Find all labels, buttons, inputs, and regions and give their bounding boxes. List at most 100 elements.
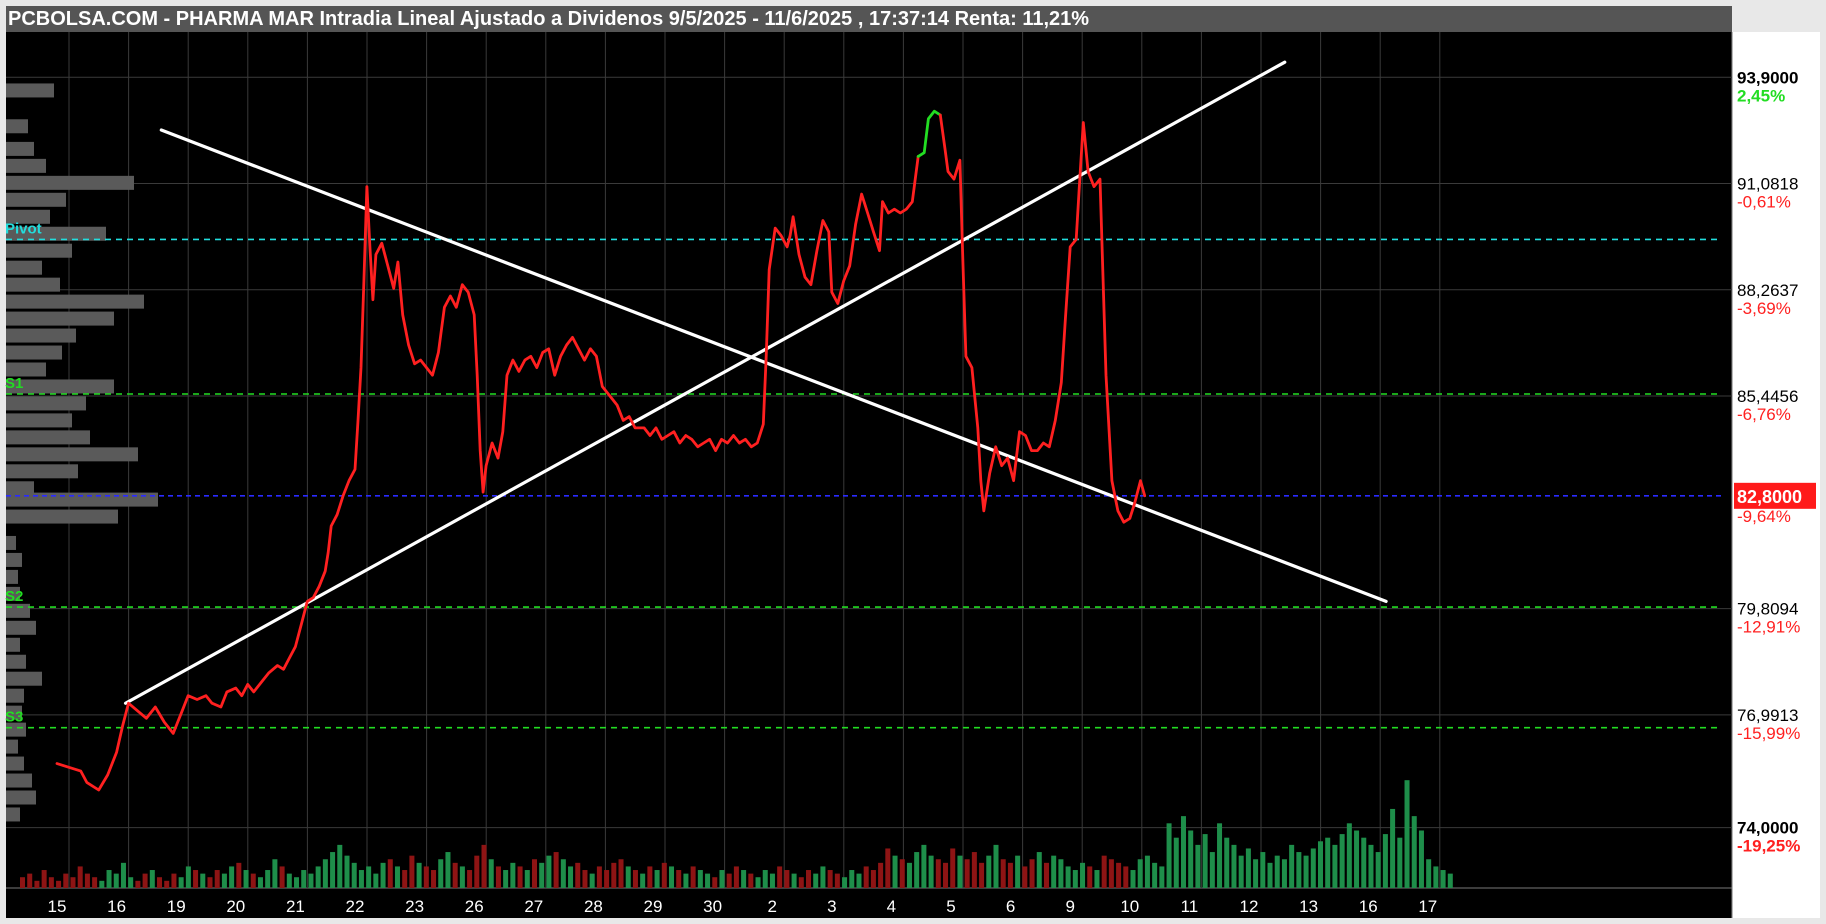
volume-bar [1368,844,1374,888]
volume-bar [1144,855,1150,888]
volume-bar [41,870,47,888]
volume-bar [935,859,941,888]
volume-profile-bar [6,243,72,258]
volume-bar [1317,841,1324,888]
volume-bar [63,873,69,888]
volume-bar [546,855,552,888]
volume-bar [1231,844,1237,888]
level-label-s3: S3 [5,709,23,726]
volume-bar [351,862,357,888]
volume-bar [1015,855,1021,888]
volume-bar [301,870,307,888]
volume-bar [1346,823,1352,888]
volume-profile-bar [6,464,78,479]
volume-bar [971,852,977,888]
x-axis: 15 16 19 20 21 22 23 26 27 28 29 30 2 3 4 5 6 9 10 11 12 13 16… [48,897,1438,916]
volume-profile-bar [6,192,66,207]
volume-bar [207,877,213,888]
y-axis-panel [1733,32,1820,918]
volume-profile-bar [6,492,158,507]
volume-bar [719,870,725,888]
volume-bar [921,844,927,888]
volume-bar [1029,859,1035,888]
volume-bar [1051,855,1057,888]
volume-bar [1267,862,1273,888]
volume-bar [34,880,40,888]
volume-bar [1188,830,1194,888]
y-tick-label: 76,9913 [1737,706,1798,725]
volume-profile-bar [6,362,46,377]
x-tick-label: 30 [703,897,722,916]
volume-bar [1116,862,1122,888]
volume-bar [1058,859,1064,888]
y-tick-pct: -19,25% [1737,837,1800,856]
level-label-pivot: Pivot [5,220,42,237]
volume-bar [1065,866,1071,888]
volume-bar [885,848,891,888]
volume-bar [1180,816,1186,888]
x-tick-label: 3 [827,897,836,916]
volume-bar [806,870,812,888]
volume-bar [784,870,790,888]
y-tick-pct: -3,69% [1737,299,1791,318]
volume-bar [337,844,343,888]
volume-bar [640,873,646,888]
volume-bar [1152,862,1158,888]
volume-profile-bar [6,705,22,720]
volume-bar [1202,834,1208,888]
volume-bar [77,866,83,888]
volume-bar [1260,852,1266,888]
volume-bar [423,866,429,888]
x-tick-label: 10 [1120,897,1139,916]
volume-bar [48,877,54,888]
volume-bar [517,866,523,888]
volume-bar [1433,866,1439,888]
volume-bar [322,859,328,888]
volume-profile-bar [6,277,60,292]
y-tick-label: 88,2637 [1737,281,1798,300]
price-segment [916,109,942,158]
x-axis-strip [6,888,1732,918]
volume-bar [1440,870,1446,888]
volume-bar [120,862,126,888]
volume-bar [596,866,602,888]
volume-bar [899,859,905,888]
x-tick-label: 12 [1240,897,1259,916]
volume-bar [373,873,379,888]
volume-bar [618,859,624,888]
volume-bar [452,862,458,888]
volume-profile-bar [6,569,18,584]
volume-bar [560,859,566,888]
y-tick-label: 79,8094 [1737,600,1798,619]
volume-bar [272,859,278,888]
volume-bar [243,870,249,888]
volume-bar [950,848,956,888]
volume-bar [979,862,985,888]
price-segment [55,154,920,792]
x-tick-label: 11 [1181,897,1199,916]
volume-bar [394,866,400,888]
volume-bar [1217,823,1223,888]
volume-profile-bar [6,637,20,652]
volume-bar [250,873,256,888]
volume-bar [1072,870,1078,888]
volume-bar [1108,859,1114,888]
volume-bar [409,855,415,888]
volume-bar [200,873,206,888]
volume-bar [625,866,631,888]
volume-bar [495,866,501,888]
volume-bar [1043,862,1049,888]
current-price-badge [1734,482,1816,509]
volume-profile-bar [6,209,50,224]
volume-bar [1339,834,1345,888]
volume-bar [467,870,473,888]
volume-bar [178,877,184,888]
x-tick-label: 6 [1006,897,1015,916]
x-tick-label: 26 [465,897,484,916]
volume-bar [741,870,747,888]
volume-bar [315,866,321,888]
volume-bar [856,873,862,888]
y-tick-label: 85,4456 [1737,387,1798,406]
price-line [55,109,1147,792]
volume-profile-bar [6,226,106,241]
